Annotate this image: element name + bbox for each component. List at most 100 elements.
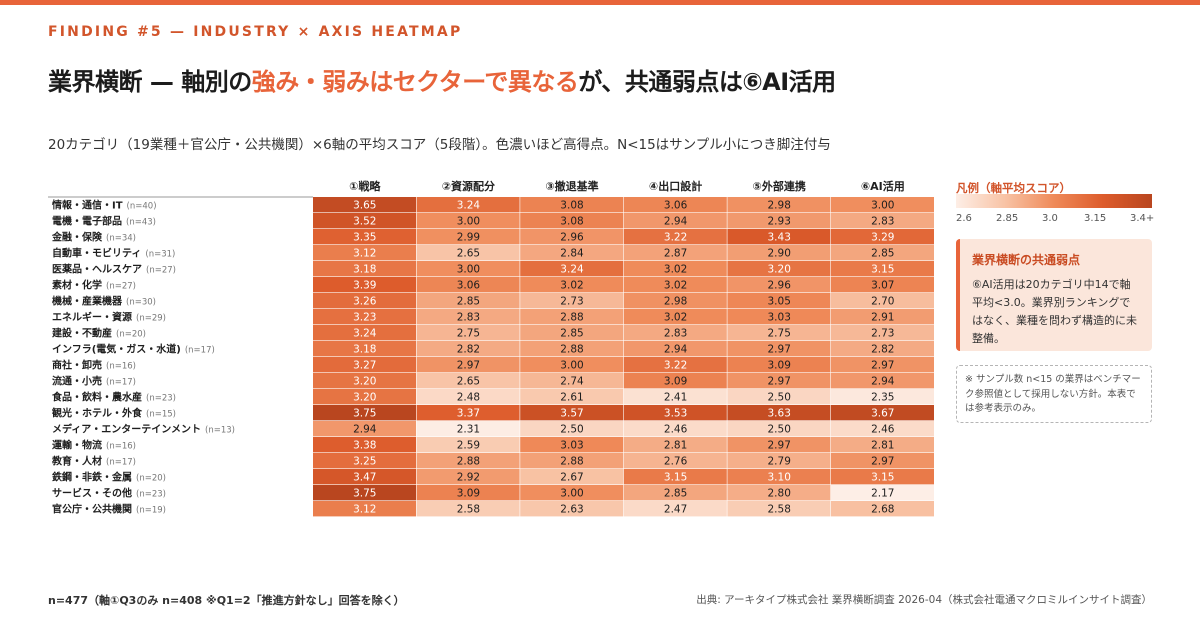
heatmap-cell (520, 341, 624, 357)
cell-value-label: 3.09 (457, 488, 480, 500)
cell-value-label: 3.00 (457, 216, 480, 228)
cell-value-label: 3.65 (353, 200, 376, 212)
heatmap-cell (831, 229, 934, 245)
heatmap-cell (727, 325, 831, 341)
headline-highlight: 強み・弱みはセクターで異なる (251, 68, 579, 96)
row-label: エネルギー・資源 (n=29) (52, 311, 166, 324)
cell-value-label: 2.85 (871, 248, 894, 260)
cell-value-label: 2.83 (871, 216, 894, 228)
heatmap-cell (416, 421, 520, 437)
cell-value-label: 2.94 (664, 216, 688, 228)
cell-value-label: 2.50 (768, 392, 791, 404)
cell-value-label: 2.41 (664, 392, 687, 404)
legend-title: 凡例（軸平均スコア） (956, 181, 1071, 195)
cell-value-label: 2.90 (768, 248, 791, 260)
cell-value-label: 3.09 (768, 360, 791, 372)
heatmap-cell (313, 501, 416, 517)
top-accent-bar (0, 0, 1200, 5)
heatmap-cell (313, 373, 416, 389)
heatmap-cell (416, 469, 520, 485)
cell-value-label: 2.17 (871, 488, 894, 500)
legend-tick: 3.15 (1084, 213, 1107, 224)
heatmap-cell (831, 421, 934, 437)
row-label: 電機・電子部品 (n=43) (52, 215, 156, 228)
cell-value-label: 3.03 (768, 312, 791, 324)
row-label: 商社・卸売 (n=16) (52, 359, 136, 372)
heatmap-cell (313, 213, 416, 229)
heatmap-cell (313, 325, 416, 341)
cell-value-label: 3.39 (353, 280, 376, 292)
row-sample-size: (n=15) (146, 410, 176, 420)
heatmap-cell (520, 357, 624, 373)
heatmap-cell (727, 501, 831, 517)
cell-value-label: 3.22 (664, 360, 687, 372)
row-sample-size: (n=29) (136, 314, 166, 324)
heatmap-cell (623, 389, 727, 405)
heatmap-cell (727, 453, 831, 469)
cell-value-label: 2.88 (457, 456, 480, 468)
cell-value-label: 3.08 (560, 200, 583, 212)
cell-value-label: 3.43 (768, 232, 791, 244)
heatmap-cell (831, 341, 934, 357)
cell-value-label: 2.85 (664, 488, 687, 500)
heatmap-cell (416, 501, 520, 517)
row-sample-size: (n=13) (205, 426, 235, 436)
heatmap-cell (727, 261, 831, 277)
column-header: ①戦略 (349, 179, 381, 193)
cell-value-label: 3.07 (871, 280, 894, 292)
heatmap-cell (623, 261, 727, 277)
cell-value-label: 2.92 (457, 472, 480, 484)
heatmap-cell (416, 213, 520, 229)
sample-size-note: ※ サンプル数 n<15 の業界はベンチマーク参照値として採用しない方針。本表で… (956, 365, 1152, 423)
cell-value-label: 3.37 (457, 408, 480, 420)
heatmap-cell (831, 469, 934, 485)
cell-value-label: 3.12 (353, 248, 376, 260)
cell-value-label: 3.24 (457, 200, 481, 212)
row-sample-size: (n=17) (106, 378, 136, 388)
heatmap-cell (831, 501, 934, 517)
cell-value-label: 3.08 (560, 216, 583, 228)
cell-value-label: 2.50 (560, 424, 583, 436)
cell-value-label: 3.25 (353, 456, 376, 468)
heatmap-cell (623, 453, 727, 469)
cell-value-label: 2.73 (560, 296, 583, 308)
row-label: 観光・ホテル・外食 (n=15) (52, 407, 176, 420)
cell-value-label: 2.31 (457, 424, 480, 436)
heatmap-cell (727, 213, 831, 229)
cell-value-label: 3.53 (664, 408, 687, 420)
cell-value-label: 2.65 (457, 376, 480, 388)
heatmap-cell (623, 213, 727, 229)
heatmap-cell (520, 293, 624, 309)
row-label: 自動車・モビリティ (n=31) (52, 247, 175, 260)
heatmap-cell (520, 501, 624, 517)
cell-value-label: 2.98 (664, 296, 687, 308)
row-sample-size: (n=27) (106, 282, 136, 292)
cell-value-label: 3.03 (560, 440, 583, 452)
heatmap-cell (831, 453, 934, 469)
heatmap-cell (416, 357, 520, 373)
heatmap-cell (727, 229, 831, 245)
row-sample-size: (n=23) (136, 490, 166, 500)
row-sample-size: (n=20) (136, 474, 166, 484)
heatmap-cell (313, 437, 416, 453)
column-header: ⑥AI活用 (861, 179, 905, 193)
cell-value-label: 2.46 (664, 424, 688, 436)
cell-value-label: 2.85 (560, 328, 583, 340)
row-label: 医薬品・ヘルスケア (n=27) (52, 263, 176, 276)
row-label: 鉄鋼・非鉄・金属 (n=20) (52, 471, 166, 484)
cell-value-label: 2.65 (457, 248, 480, 260)
cell-value-label: 2.97 (871, 360, 894, 372)
heatmap-cell (520, 389, 624, 405)
heatmap-cell (313, 245, 416, 261)
heatmap-cell (416, 325, 520, 341)
heatmap-cell (623, 293, 727, 309)
cell-value-label: 3.15 (871, 264, 894, 276)
cell-value-label: 2.97 (871, 456, 894, 468)
cell-value-label: 2.83 (664, 328, 687, 340)
cell-value-label: 2.75 (457, 328, 480, 340)
heatmap-cell (831, 325, 934, 341)
legend-gradient-bar (956, 194, 1152, 208)
row-label: 官公庁・公共機関 (n=19) (52, 503, 166, 516)
cell-value-label: 3.02 (560, 280, 583, 292)
heatmap-cell (313, 229, 416, 245)
